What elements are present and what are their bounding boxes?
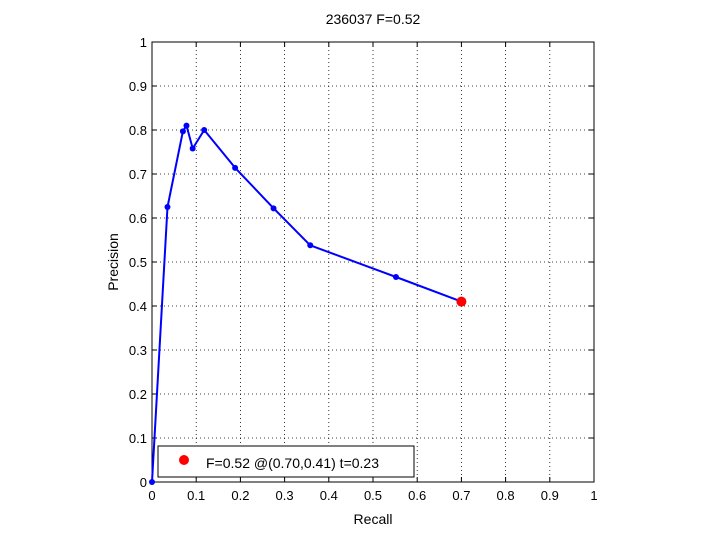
legend-marker xyxy=(179,455,189,465)
y-tick-label: 0.2 xyxy=(129,387,147,402)
x-tick-label: 0.6 xyxy=(408,488,426,503)
y-tick-label: 0.9 xyxy=(129,79,147,94)
x-tick-label: 0.1 xyxy=(187,488,205,503)
legend: F=0.52 @(0.70,0.41) t=0.23 xyxy=(157,445,415,478)
series-layer xyxy=(149,122,467,485)
x-axis-label: Recall xyxy=(354,511,393,527)
data-point xyxy=(189,145,196,152)
x-tick-label: 0.8 xyxy=(497,488,515,503)
best-f-point xyxy=(456,296,467,307)
x-tick-label: 0.3 xyxy=(276,488,294,503)
x-tick-label: 0.2 xyxy=(231,488,249,503)
y-tick-label: 0.7 xyxy=(129,167,147,182)
y-tick-label: 0.4 xyxy=(129,299,147,314)
data-point xyxy=(164,204,171,210)
y-axis-label: Precision xyxy=(105,233,121,291)
x-tick-label: 0 xyxy=(148,488,155,503)
y-tick-label: 1 xyxy=(140,35,147,50)
data-point xyxy=(179,128,186,135)
data-point xyxy=(201,127,208,133)
y-tick-label: 0.3 xyxy=(129,343,147,358)
grid xyxy=(152,42,594,482)
x-tick-label: 0.7 xyxy=(452,488,470,503)
x-tick-label: 0.9 xyxy=(541,488,559,503)
y-tick-label: 0.8 xyxy=(129,123,147,138)
legend-label: F=0.52 @(0.70,0.41) t=0.23 xyxy=(206,455,379,471)
x-tick-label: 0.4 xyxy=(320,488,338,503)
x-tick-label: 1 xyxy=(590,488,597,503)
x-tick-label: 0.5 xyxy=(364,488,382,503)
y-tick-label: 0 xyxy=(140,475,147,490)
y-tick-label: 0.5 xyxy=(129,255,147,270)
data-point xyxy=(392,273,399,280)
y-tick-label: 0.6 xyxy=(129,211,147,226)
y-tick-label: 0.1 xyxy=(129,431,147,446)
tick-labels: 0 0.1 0.2 0.3 0.4 0.5 0.6 0.7 0.8 0.9 1 0 0.1 0.2 0.3 0… xyxy=(129,35,598,503)
data-point xyxy=(307,242,314,249)
data-point xyxy=(183,122,190,129)
data-point xyxy=(270,205,277,212)
chart-title: 236037 F=0.52 xyxy=(326,11,421,27)
data-point xyxy=(149,479,155,485)
legend-box xyxy=(157,445,415,478)
data-point xyxy=(232,164,239,171)
